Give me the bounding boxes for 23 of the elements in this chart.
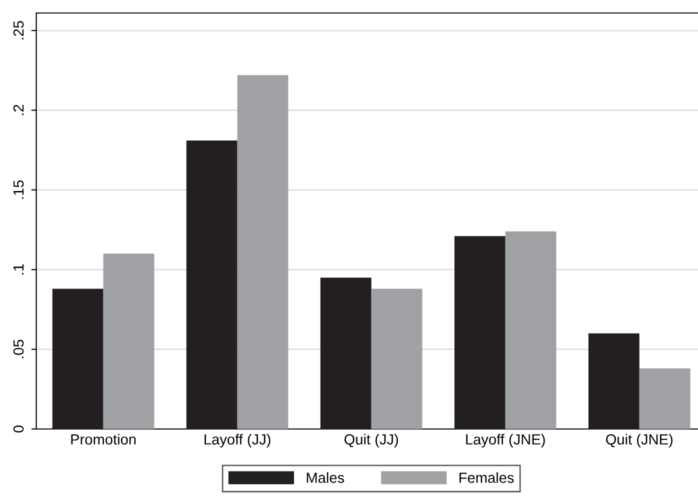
y-tick-label: .05 — [13, 340, 24, 358]
bar — [186, 140, 238, 429]
y-tick-label: .1 — [14, 264, 24, 274]
bar — [52, 288, 104, 429]
y-tick-label: .15 — [14, 180, 24, 199]
y-tick-label: 0 — [13, 426, 24, 432]
bar — [103, 254, 154, 429]
x-tick-label: Quit (JJ) — [344, 434, 398, 448]
x-tick-label: Layoff (JNE) — [466, 434, 545, 448]
bar — [320, 278, 372, 429]
y-tick-label: .2 — [13, 104, 24, 115]
x-tick-label: Quit (JNE) — [606, 434, 672, 448]
bar — [371, 288, 422, 429]
bar — [505, 231, 556, 429]
bar — [237, 75, 288, 429]
x-tick-label: Layoff (JJ) — [204, 434, 270, 448]
bar — [639, 368, 690, 429]
y-tick-label: .25 — [13, 21, 24, 40]
legend-label: Males — [306, 472, 344, 483]
legend-label: Females — [460, 472, 514, 483]
bar — [454, 236, 506, 429]
x-tick-label: Promotion — [71, 434, 136, 445]
bar — [588, 333, 640, 429]
